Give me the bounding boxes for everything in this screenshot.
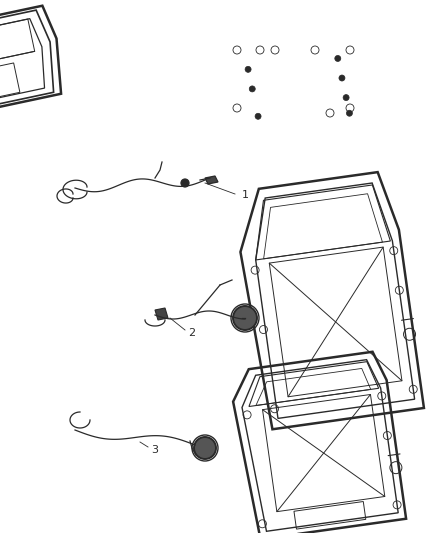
- Circle shape: [339, 75, 345, 81]
- Circle shape: [249, 86, 255, 92]
- Text: 2: 2: [188, 328, 195, 338]
- Polygon shape: [205, 176, 218, 184]
- Circle shape: [346, 110, 353, 116]
- Circle shape: [233, 306, 257, 330]
- Circle shape: [343, 94, 349, 101]
- Circle shape: [245, 66, 251, 72]
- Circle shape: [335, 55, 341, 61]
- Text: 1: 1: [241, 190, 248, 200]
- Circle shape: [181, 179, 189, 187]
- Text: 3: 3: [152, 445, 159, 455]
- Circle shape: [255, 114, 261, 119]
- Polygon shape: [155, 308, 168, 320]
- Circle shape: [194, 437, 216, 459]
